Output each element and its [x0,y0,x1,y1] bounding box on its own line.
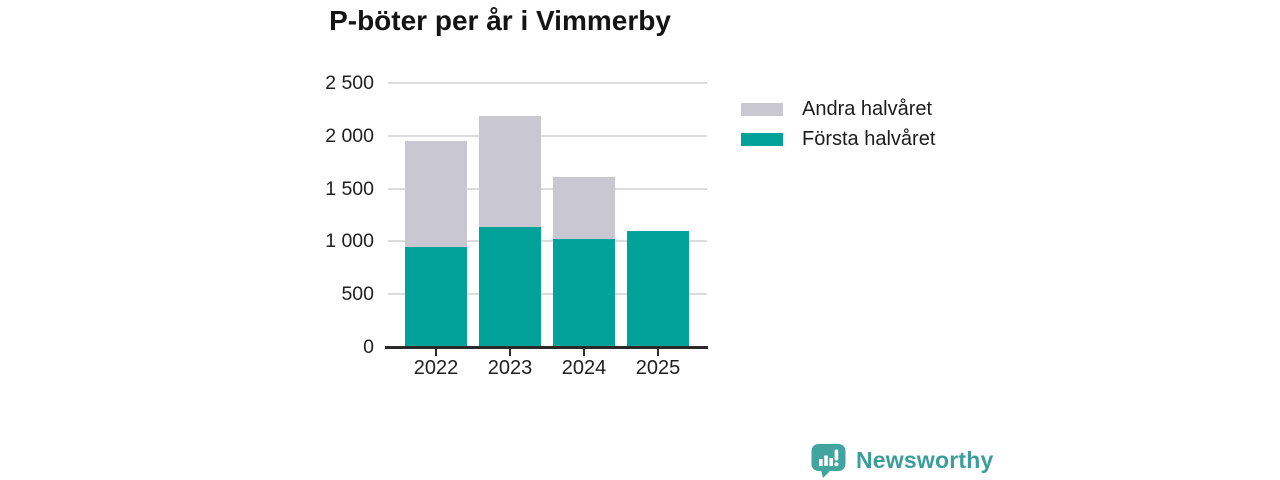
bar-2024-andra-halvåret [553,176,615,240]
y-tick-label: 1 500 [325,177,374,200]
gridline-1500 [388,187,707,190]
bar-2024-första-halvåret [553,239,615,347]
x-tick-label-2025: 2025 [635,357,681,379]
legend-label: Andra halvåret [802,98,933,120]
newsworthy-logo[interactable]: Newsworthy [810,443,993,478]
bar-2022-första-halvåret [405,246,467,347]
bar-2023-andra-halvåret [479,115,541,227]
bar-2025-första-halvåret [627,230,689,347]
legend-item: Andra halvåret [741,98,935,121]
x-axis-line [385,346,708,349]
legend-swatch [741,133,783,146]
x-tick-2022 [435,349,437,356]
y-tick-label: 500 [341,283,374,306]
legend-item: Första halvåret [741,128,935,151]
gridline-1000 [388,240,707,243]
x-tick-2025 [657,349,659,356]
brand-name: Newsworthy [856,447,994,473]
gridline-2500 [388,82,707,84]
legend-swatch [741,103,783,116]
bar-2023-första-halvåret [479,226,541,347]
y-tick-label: 1 000 [325,230,374,253]
y-tick-label: 0 [363,336,374,358]
x-tick-label-2022: 2022 [413,357,459,379]
gridline-500 [388,293,707,296]
x-tick-label-2024: 2024 [561,357,607,379]
x-tick-2024 [583,349,585,356]
newsworthy-bubble-chart-icon [811,444,846,478]
legend-label: Första halvåret [802,128,936,150]
y-tick-label: 2 000 [325,124,374,147]
gridline-2000 [388,134,707,137]
x-tick-label-2023: 2023 [487,357,533,379]
x-tick-2023 [509,349,511,356]
chart-legend: Andra halvåret Första halvåret [741,98,935,158]
chart-title: P-böter per år i Vimmerby [329,5,671,36]
bar-2022-andra-halvåret [405,141,467,247]
y-tick-label: 2 500 [325,72,374,94]
